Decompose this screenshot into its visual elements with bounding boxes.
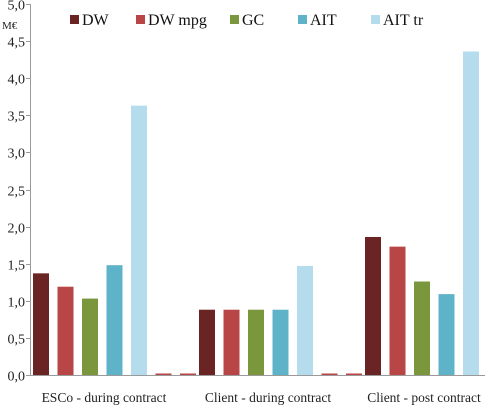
bar (248, 309, 264, 375)
y-tick-label: 1,5 (8, 259, 26, 274)
y-tick-label: 1,0 (8, 296, 26, 311)
y-tick-label: 0,5 (8, 333, 26, 348)
legend-label: AIT (310, 12, 337, 29)
y-axis-unit-label: M€ (2, 20, 18, 32)
bar (297, 265, 313, 375)
zero-bar-mark (321, 373, 338, 375)
bars (33, 51, 479, 376)
legend-label: GC (242, 12, 264, 29)
bar (414, 281, 430, 375)
legend-label: DW mpg (148, 12, 207, 29)
legend-swatch (230, 15, 239, 24)
zero-bar-mark (155, 373, 172, 375)
y-tick-label: 3,0 (8, 147, 26, 162)
y-tick-label: 2,0 (8, 222, 26, 237)
category-label: ESCo - during contract (42, 390, 167, 405)
bar (223, 309, 240, 375)
y-tick-label: 0,0 (8, 370, 26, 385)
bar (199, 309, 215, 375)
y-tick-label: 3,5 (8, 110, 26, 125)
zero-bar-mark (346, 373, 362, 375)
y-ticks: 0,0 0,5 1,0 1,5 2,0 2,5 3,0 3,5 4,0 4,5 5,0 (8, 0, 30, 385)
y-tick-label: 4,0 (8, 73, 26, 88)
bar (463, 51, 479, 375)
bar (365, 236, 381, 375)
y-tick-label: 2,5 (8, 185, 26, 200)
category-label: Client - post contract (367, 390, 481, 405)
category-label: Client - during contract (205, 390, 332, 405)
legend-swatch (136, 15, 145, 24)
y-tick-label: 5,0 (8, 0, 26, 14)
y-tick-label: 4,5 (8, 36, 26, 51)
bar (57, 286, 74, 375)
legend-label: AIT tr (383, 12, 424, 29)
legend-swatch (70, 15, 79, 24)
zero-bar-mark (180, 373, 196, 375)
bar (272, 309, 289, 375)
bar (106, 265, 123, 375)
category-labels: ESCo - during contract Client - during co… (42, 390, 481, 405)
bar (82, 298, 98, 375)
bar (389, 246, 406, 375)
legend-swatch (298, 15, 307, 24)
legend-label: DW (82, 12, 110, 29)
bar (438, 294, 455, 375)
legend: DW DW mpg GC AIT AIT tr (70, 12, 424, 29)
bar (131, 105, 147, 376)
bar (33, 273, 49, 375)
legend-swatch (371, 15, 380, 24)
